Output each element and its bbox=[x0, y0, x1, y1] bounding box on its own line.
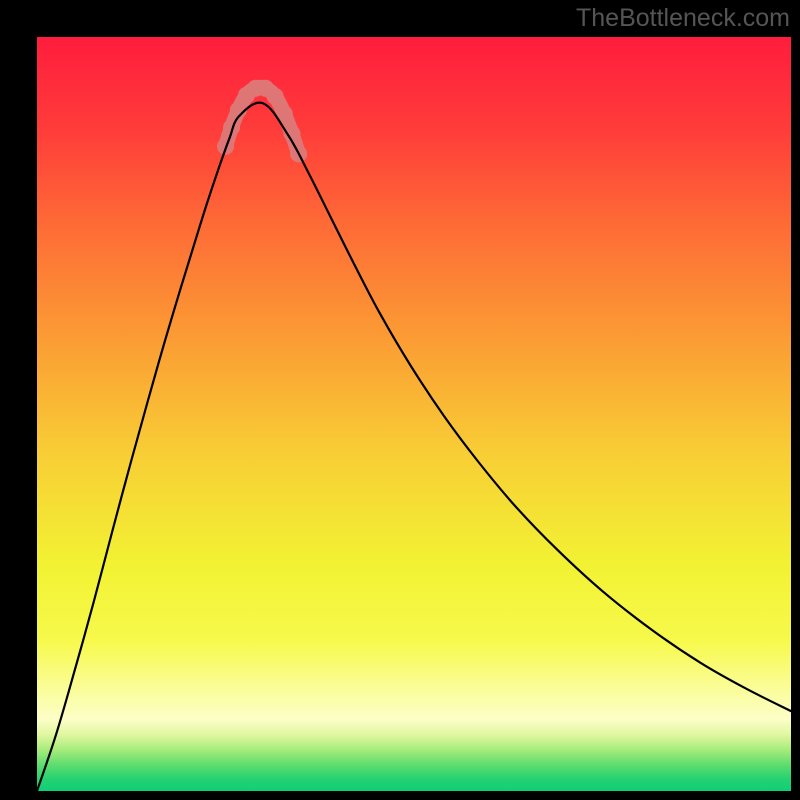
watermark-text: TheBottleneck.com bbox=[576, 4, 790, 33]
plot-area bbox=[37, 37, 791, 791]
bottleneck-curve bbox=[37, 103, 791, 791]
trough-marker-dot bbox=[267, 88, 284, 105]
chart-svg-layer bbox=[37, 37, 791, 791]
